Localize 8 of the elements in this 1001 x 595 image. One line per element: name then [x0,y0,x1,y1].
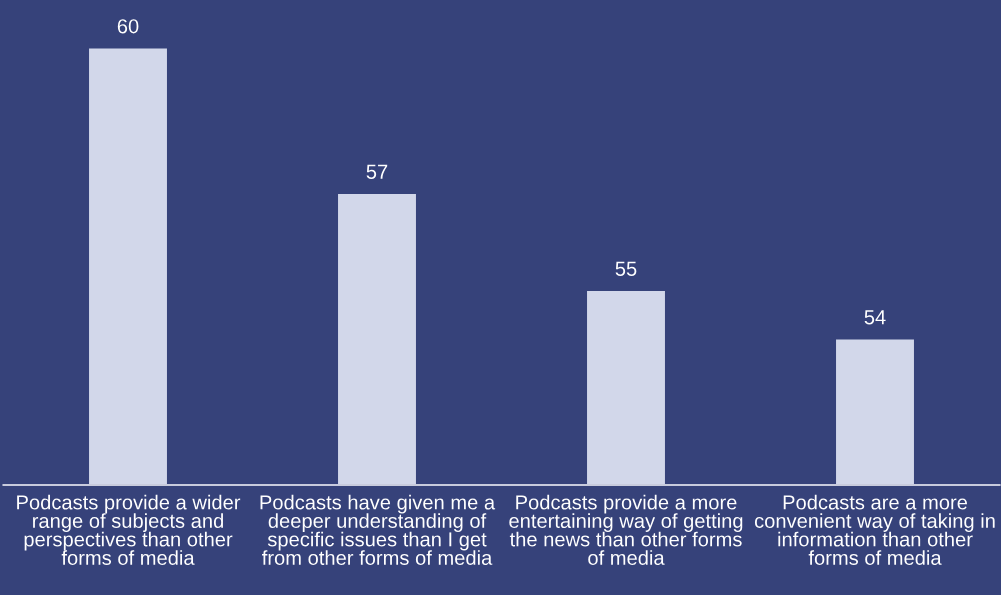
x-tick-label: Podcasts provide a more entertaining way of getting the news than other forms of media [509,494,743,565]
data-label: 55 [615,261,637,276]
data-label: 54 [864,310,886,325]
x-tick-label: Podcasts are a more convenient way of taking in information than other forms of media [754,494,995,565]
data-label: 57 [366,164,388,179]
data-label: 60 [117,19,139,34]
x-tick-label: Podcasts have given me a deeper understanding of specific issues than I get from other forms of media [260,494,496,565]
x-tick-label: Podcasts provide a wider range of subjects and perspectives than other forms of media [17,494,241,565]
